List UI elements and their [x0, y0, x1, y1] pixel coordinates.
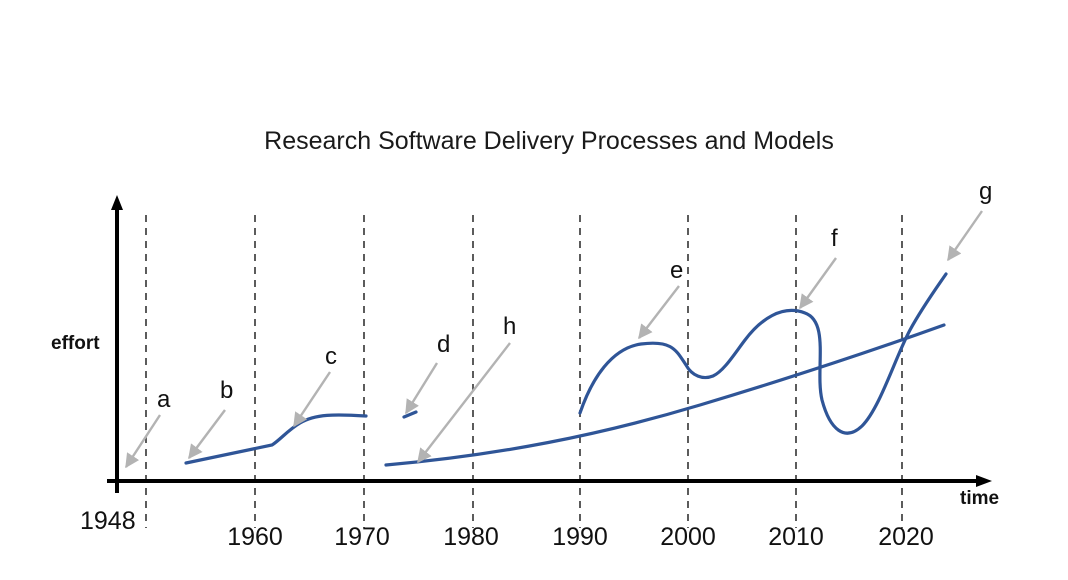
x-axis-arrowhead [976, 475, 992, 487]
curve-b-c [184, 413, 368, 465]
pointer-arrows [124, 210, 983, 469]
curve-e-f-g [578, 272, 948, 435]
arrow-b [188, 409, 226, 460]
tick-label-1970: 1970 [334, 523, 390, 551]
tick-label-2000: 2000 [660, 523, 716, 551]
tick-label-1990: 1990 [552, 523, 608, 551]
tick-label-2020: 2020 [878, 523, 934, 551]
arrow-c [293, 371, 331, 428]
marker-label-b: b [220, 377, 233, 404]
tick-label-2010: 2010 [768, 523, 824, 551]
arrow-h [417, 342, 511, 464]
marker-label-f: f [831, 225, 838, 252]
marker-label-e: e [670, 257, 683, 284]
y-axis-arrowhead [111, 195, 123, 210]
origin-year-label: 1948 [80, 507, 136, 535]
marker-label-g: g [979, 178, 992, 205]
arrow-f [799, 257, 837, 310]
arrow-a [124, 414, 162, 469]
tick-label-1960: 1960 [227, 523, 283, 551]
diagram-title: Research Software Delivery Processes and… [264, 127, 834, 155]
arrow-g [947, 210, 983, 262]
marker-label-c: c [325, 343, 337, 370]
effort-curves [184, 272, 948, 467]
curve-h [384, 323, 946, 467]
marker-label-h: h [503, 313, 516, 340]
marker-label-a: a [157, 386, 171, 413]
y-axis-label: effort [51, 333, 100, 354]
arrow-d [404, 362, 439, 415]
marker-label-d: d [437, 331, 450, 358]
decade-gridlines [145, 215, 903, 528]
arrow-e [638, 285, 680, 340]
tick-label-1980: 1980 [443, 523, 499, 551]
x-axis-label: time [960, 488, 999, 509]
